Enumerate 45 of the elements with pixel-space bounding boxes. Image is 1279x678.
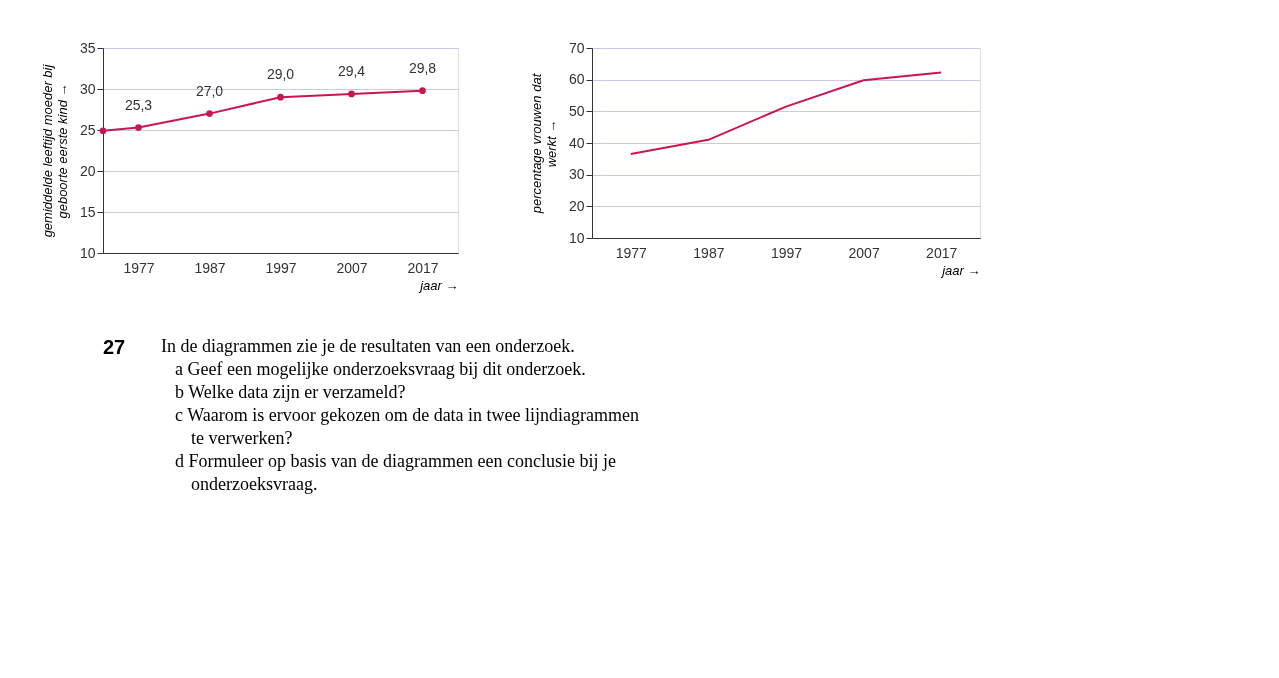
point (206, 110, 213, 117)
text: a Geef een mogelijke onderzoeksvraag bij dit onderzoek. (175, 359, 586, 379)
text: b Welke data zijn er verzameld? (175, 382, 406, 402)
x-tick-label: 2007 (848, 244, 880, 261)
y-tick-label: 15 (79, 203, 96, 220)
data-label: 29,8 (408, 59, 437, 76)
x-tick-label: 1987 (194, 259, 226, 276)
x-axis-title: jaar → (940, 262, 981, 278)
data-label: 27,0 (195, 82, 224, 99)
text: 27 (103, 336, 126, 358)
point (99, 127, 107, 135)
y-tick-label: 35 (79, 39, 96, 56)
data-label: 25,3 (124, 96, 153, 113)
y-axis-title: gemiddelde leeftijd moeder bij geboorte eerste kind → (39, 63, 70, 238)
y-axis-title: percentage vrouwen dat werkt → (528, 72, 559, 215)
text: c Waarom is ervoor gekozen om de data in twee lijndiagrammen te verwerken? (175, 405, 640, 448)
x-tick-label: 1977 (615, 244, 648, 261)
y-tick-label: 40 (568, 134, 585, 151)
point (135, 124, 142, 131)
point (419, 87, 426, 94)
x-tick-label: 2017 (407, 259, 439, 276)
line-series (629, 71, 943, 156)
x-tick-label: 2017 (926, 244, 958, 261)
y-tick-label: 25 (79, 121, 96, 138)
x-axis-title: jaar → (418, 277, 459, 293)
data-label: 29,4 (337, 62, 366, 79)
y-tick-label: 10 (568, 229, 585, 246)
data-label: 29,0 (266, 66, 295, 83)
point (348, 90, 355, 98)
y-tick-label: 10 (79, 244, 96, 261)
x-tick-label: 1997 (265, 259, 297, 276)
y-tick-label: 20 (568, 197, 585, 214)
y-tick-label: 60 (568, 71, 585, 88)
text: d Formuleer op basis van de diagrammen een conclusie bij je onderzoeksvraag. (175, 451, 616, 494)
y-tick-label: 20 (79, 162, 96, 179)
y-tick-label: 50 (568, 102, 585, 119)
x-tick-label: 1997 (770, 244, 803, 261)
x-tick-label: 1987 (693, 244, 725, 261)
text: In de diagrammen zie je de resultaten van een onderzoek. (161, 336, 575, 356)
x-tick-label: 1977 (123, 259, 155, 276)
y-tick-label: 30 (79, 80, 96, 97)
y-tick-label: 70 (568, 39, 585, 56)
y-tick-label: 30 (568, 166, 585, 183)
x-tick-label: 2007 (336, 259, 368, 276)
point (277, 93, 284, 101)
